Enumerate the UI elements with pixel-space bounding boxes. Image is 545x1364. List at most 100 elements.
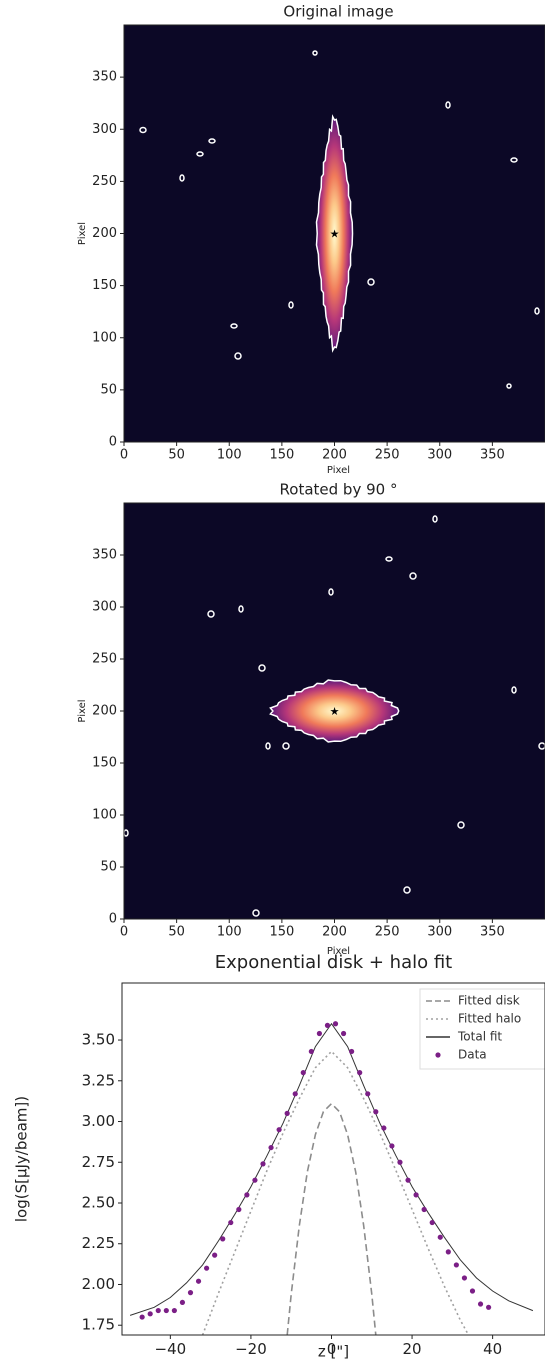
x-tick-label: 50 (168, 925, 185, 940)
contour (409, 572, 417, 580)
x-tick-label: 0 (120, 448, 128, 463)
x-tick-label: −20 (235, 1340, 267, 1358)
data-point (244, 1192, 250, 1198)
plot-area: ★ (269, 679, 400, 743)
contour (367, 278, 375, 286)
data-point (195, 1278, 202, 1284)
y-tick-label: 1.75 (82, 1316, 115, 1334)
x-tick-label: 40 (483, 1340, 502, 1358)
contour (252, 909, 260, 917)
x-axis-label: Pixel (327, 465, 350, 476)
data-point (204, 1265, 210, 1271)
chart: Fitted disk Fitted halo Total fit Data −40 −2… (13, 952, 545, 1361)
y-tick-label: 2.00 (82, 1275, 115, 1293)
x-tick-label: 20 (403, 1340, 422, 1358)
x-tick-label: 350 (480, 925, 505, 940)
data-point (308, 1048, 314, 1055)
y-tick-label: 300 (92, 122, 117, 137)
contour (196, 151, 204, 157)
data-point (453, 1262, 459, 1268)
data-point (397, 1159, 403, 1165)
contour (403, 886, 411, 894)
plot-area: ★ (315, 114, 354, 353)
data-point (220, 1236, 226, 1242)
legend-marker (435, 1052, 441, 1058)
chart: ★ 0 50 100 150 200 250 300 350 0 50 100 150 200 250 300… (77, 481, 545, 957)
x-tick-label: −40 (155, 1340, 187, 1358)
data-point (212, 1252, 218, 1258)
data-point (171, 1307, 177, 1314)
x-tick-label: 150 (269, 925, 294, 940)
x-tick-label: 200 (322, 448, 347, 463)
data-point (389, 1143, 395, 1149)
data-point (429, 1219, 435, 1226)
x-tick-label: 200 (322, 925, 347, 940)
x-tick-label: 100 (217, 448, 242, 463)
y-tick-label: 150 (92, 756, 117, 771)
legend-label: Fitted disk (458, 994, 520, 1008)
contour (445, 101, 451, 109)
data-point (340, 1030, 347, 1037)
y-tick-label: 3.25 (82, 1071, 115, 1089)
y-tick-label: 250 (92, 652, 117, 667)
data-point (139, 1314, 145, 1320)
data-point (486, 1304, 492, 1310)
data-point (469, 1288, 476, 1294)
contour (124, 829, 129, 837)
contour (457, 821, 465, 829)
galaxy (315, 114, 354, 353)
y-tick-label: 150 (92, 278, 117, 293)
y-tick-label: 250 (92, 174, 117, 189)
contour (258, 664, 266, 672)
legend-label: Data (458, 1048, 487, 1062)
y-tick-label: 200 (92, 226, 117, 241)
y-axis-label: Pixel (77, 699, 88, 722)
contour (265, 742, 271, 750)
contour (207, 610, 215, 618)
chart: ★ 0 50 100 150 200 250 300 350 0 50 100 150 200 250 300… (77, 3, 545, 476)
data-point (252, 1177, 258, 1183)
x-tick-label: 100 (217, 925, 242, 940)
contour (385, 556, 393, 562)
x-tick-label: 300 (427, 925, 452, 940)
data-point (292, 1091, 298, 1097)
data-point (324, 1022, 331, 1028)
x-tick-label: 300 (427, 448, 452, 463)
x-tick-label: 250 (375, 448, 400, 463)
contour (538, 742, 545, 750)
y-axis-label: Pixel (77, 222, 88, 245)
y-tick-label: 3.50 (82, 1031, 115, 1049)
x-tick-label: 0 (120, 925, 128, 940)
contour (328, 588, 334, 596)
contour (234, 352, 242, 360)
data-point (405, 1177, 411, 1183)
contour (506, 383, 512, 389)
contour (288, 301, 294, 309)
legend-box (419, 988, 545, 1070)
center-marker: ★ (330, 228, 340, 241)
y-tick-label: 3.00 (82, 1112, 115, 1130)
y-tick-label: 100 (92, 808, 117, 823)
plot-area (129, 1021, 534, 1335)
data-point (276, 1127, 282, 1133)
y-tick-label: 0 (109, 912, 117, 927)
data-point (437, 1234, 443, 1240)
contour (238, 605, 244, 613)
axes-frame (121, 982, 545, 1336)
contour (510, 157, 518, 163)
contour (208, 138, 216, 144)
fit-line (286, 1102, 377, 1335)
x-tick-label: 50 (168, 448, 185, 463)
data-point (179, 1299, 186, 1306)
fit-line (201, 1050, 470, 1335)
y-tick-label: 2.50 (82, 1194, 115, 1212)
contour (179, 174, 185, 182)
fit-line (129, 1022, 534, 1316)
y-tick-label: 350 (92, 548, 117, 563)
x-tick-label: 0 (327, 1340, 337, 1358)
contour (139, 126, 147, 134)
legend-label: Fitted halo (458, 1012, 521, 1026)
y-tick-label: 200 (92, 704, 117, 719)
